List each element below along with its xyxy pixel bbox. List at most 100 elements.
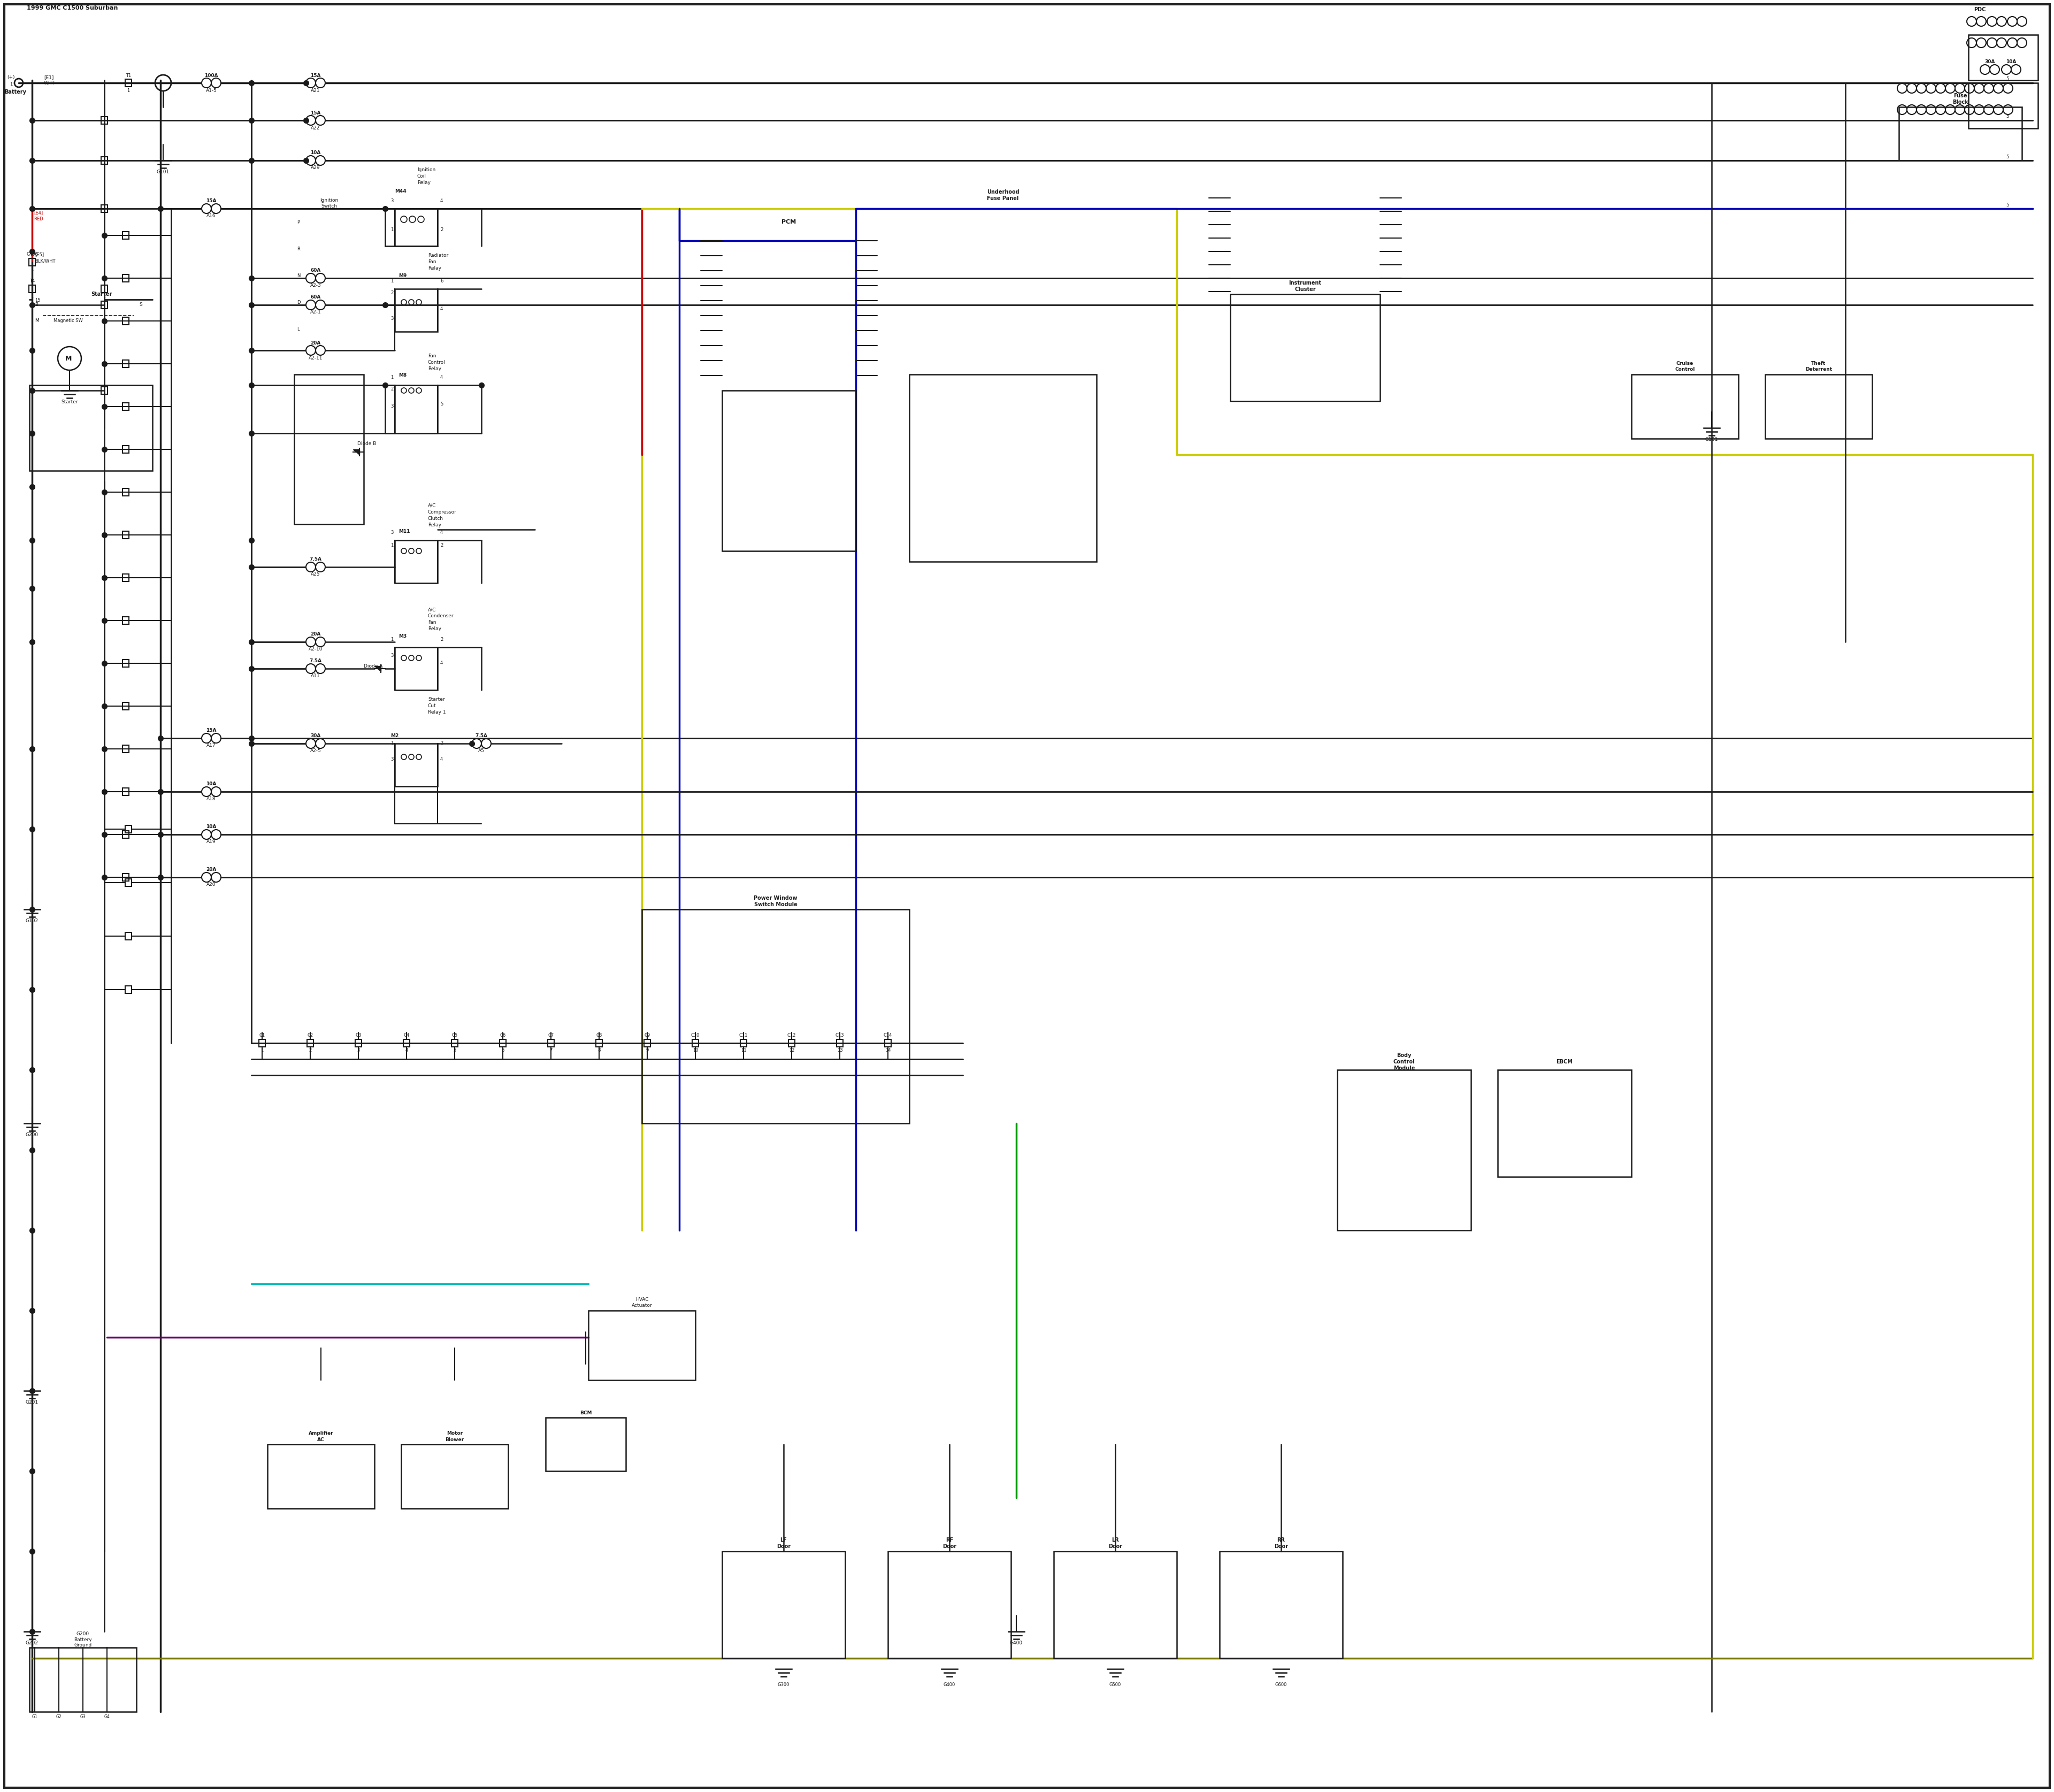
Circle shape xyxy=(1988,16,1996,25)
Text: 15A: 15A xyxy=(205,728,216,733)
Circle shape xyxy=(2011,65,2021,73)
Text: 6: 6 xyxy=(440,278,444,283)
Text: Underhood
Fuse Panel: Underhood Fuse Panel xyxy=(986,190,1019,201)
Circle shape xyxy=(212,79,220,88)
Circle shape xyxy=(2003,65,2011,73)
Text: 10A: 10A xyxy=(205,824,216,830)
Text: Fan: Fan xyxy=(427,260,435,265)
Text: 1999 GMC C1500 Suburban: 1999 GMC C1500 Suburban xyxy=(27,5,117,11)
Bar xyxy=(29,285,35,292)
Text: 13: 13 xyxy=(836,1048,842,1054)
Circle shape xyxy=(201,204,212,213)
Bar xyxy=(125,986,131,993)
Bar xyxy=(125,932,131,939)
Text: P: P xyxy=(298,220,300,224)
Text: A1-5: A1-5 xyxy=(205,88,218,93)
Circle shape xyxy=(201,787,212,796)
Text: (+): (+) xyxy=(6,75,14,81)
Bar xyxy=(123,745,129,753)
Text: G202: G202 xyxy=(25,1641,39,1645)
Text: 2: 2 xyxy=(440,740,444,745)
Text: G1: G1 xyxy=(33,1715,37,1720)
Text: 3: 3 xyxy=(390,405,394,409)
Text: A2-11: A2-11 xyxy=(308,355,322,360)
Circle shape xyxy=(201,733,212,742)
Text: Cut: Cut xyxy=(427,704,435,708)
Text: Relay: Relay xyxy=(427,267,442,271)
Circle shape xyxy=(201,79,212,88)
Bar xyxy=(123,573,129,581)
Bar xyxy=(101,387,107,394)
Text: Relay: Relay xyxy=(427,627,442,631)
Text: 2: 2 xyxy=(440,228,444,233)
Text: 4: 4 xyxy=(440,758,444,762)
Text: 2: 2 xyxy=(308,1048,312,1054)
Text: 12: 12 xyxy=(789,1048,795,1054)
Bar xyxy=(259,1039,265,1047)
Bar xyxy=(123,659,129,667)
Text: 8: 8 xyxy=(598,1048,600,1054)
Bar xyxy=(1230,294,1380,401)
Text: 3: 3 xyxy=(390,315,394,321)
Circle shape xyxy=(306,116,316,125)
Circle shape xyxy=(1996,16,2007,25)
Bar xyxy=(452,1039,458,1047)
Circle shape xyxy=(1984,84,1992,93)
Bar xyxy=(123,616,129,624)
Text: M11: M11 xyxy=(398,529,411,534)
Circle shape xyxy=(1980,65,1990,73)
Text: Ignition: Ignition xyxy=(417,168,435,172)
Circle shape xyxy=(2003,106,2013,115)
Text: Amplifier: Amplifier xyxy=(308,1432,333,1435)
Text: A17: A17 xyxy=(207,744,216,747)
Circle shape xyxy=(1996,38,2007,47)
Text: L: L xyxy=(298,326,300,332)
Bar xyxy=(1054,1552,1177,1658)
Text: C9: C9 xyxy=(645,1034,651,1038)
Circle shape xyxy=(1966,106,1974,115)
Text: C2: C2 xyxy=(308,1034,312,1038)
Text: 100A: 100A xyxy=(205,73,218,77)
Text: C14: C14 xyxy=(883,1034,891,1038)
Text: 1: 1 xyxy=(390,228,392,233)
Text: Starter: Starter xyxy=(62,400,78,405)
Text: Theft
Deterrent: Theft Deterrent xyxy=(1805,362,1832,371)
Text: [E4]: [E4] xyxy=(33,210,43,215)
Text: 5: 5 xyxy=(2007,77,2009,82)
Bar xyxy=(401,1444,507,1509)
Bar xyxy=(499,1039,505,1047)
Bar xyxy=(836,1039,842,1047)
Circle shape xyxy=(201,873,212,882)
Circle shape xyxy=(1937,106,1945,115)
Text: 3: 3 xyxy=(357,1048,359,1054)
Circle shape xyxy=(1908,84,1916,93)
Text: RF
Door: RF Door xyxy=(943,1538,957,1548)
Circle shape xyxy=(1945,106,1955,115)
Text: Coil: Coil xyxy=(417,174,427,179)
Text: 5: 5 xyxy=(2007,202,2009,208)
Text: A/C: A/C xyxy=(427,607,435,613)
Bar xyxy=(306,1039,314,1047)
Text: 4: 4 xyxy=(440,306,444,312)
Bar xyxy=(1898,108,2021,161)
Bar xyxy=(101,156,107,165)
Text: 2: 2 xyxy=(390,290,392,296)
Circle shape xyxy=(212,204,220,213)
Circle shape xyxy=(201,830,212,839)
Text: 6: 6 xyxy=(501,1048,503,1054)
Circle shape xyxy=(306,665,316,674)
Text: Relay 1: Relay 1 xyxy=(427,710,446,715)
Text: 4: 4 xyxy=(440,661,444,665)
Bar xyxy=(125,878,131,887)
Text: 9: 9 xyxy=(645,1048,649,1054)
Text: 15: 15 xyxy=(35,297,41,303)
Text: C3: C3 xyxy=(355,1034,362,1038)
Bar xyxy=(394,289,438,332)
Text: M2: M2 xyxy=(390,733,398,738)
Bar xyxy=(723,391,857,550)
Bar xyxy=(394,647,438,690)
Text: 15A: 15A xyxy=(310,111,320,115)
Text: A11: A11 xyxy=(310,674,320,679)
Bar xyxy=(645,1039,651,1047)
Bar xyxy=(101,285,107,292)
